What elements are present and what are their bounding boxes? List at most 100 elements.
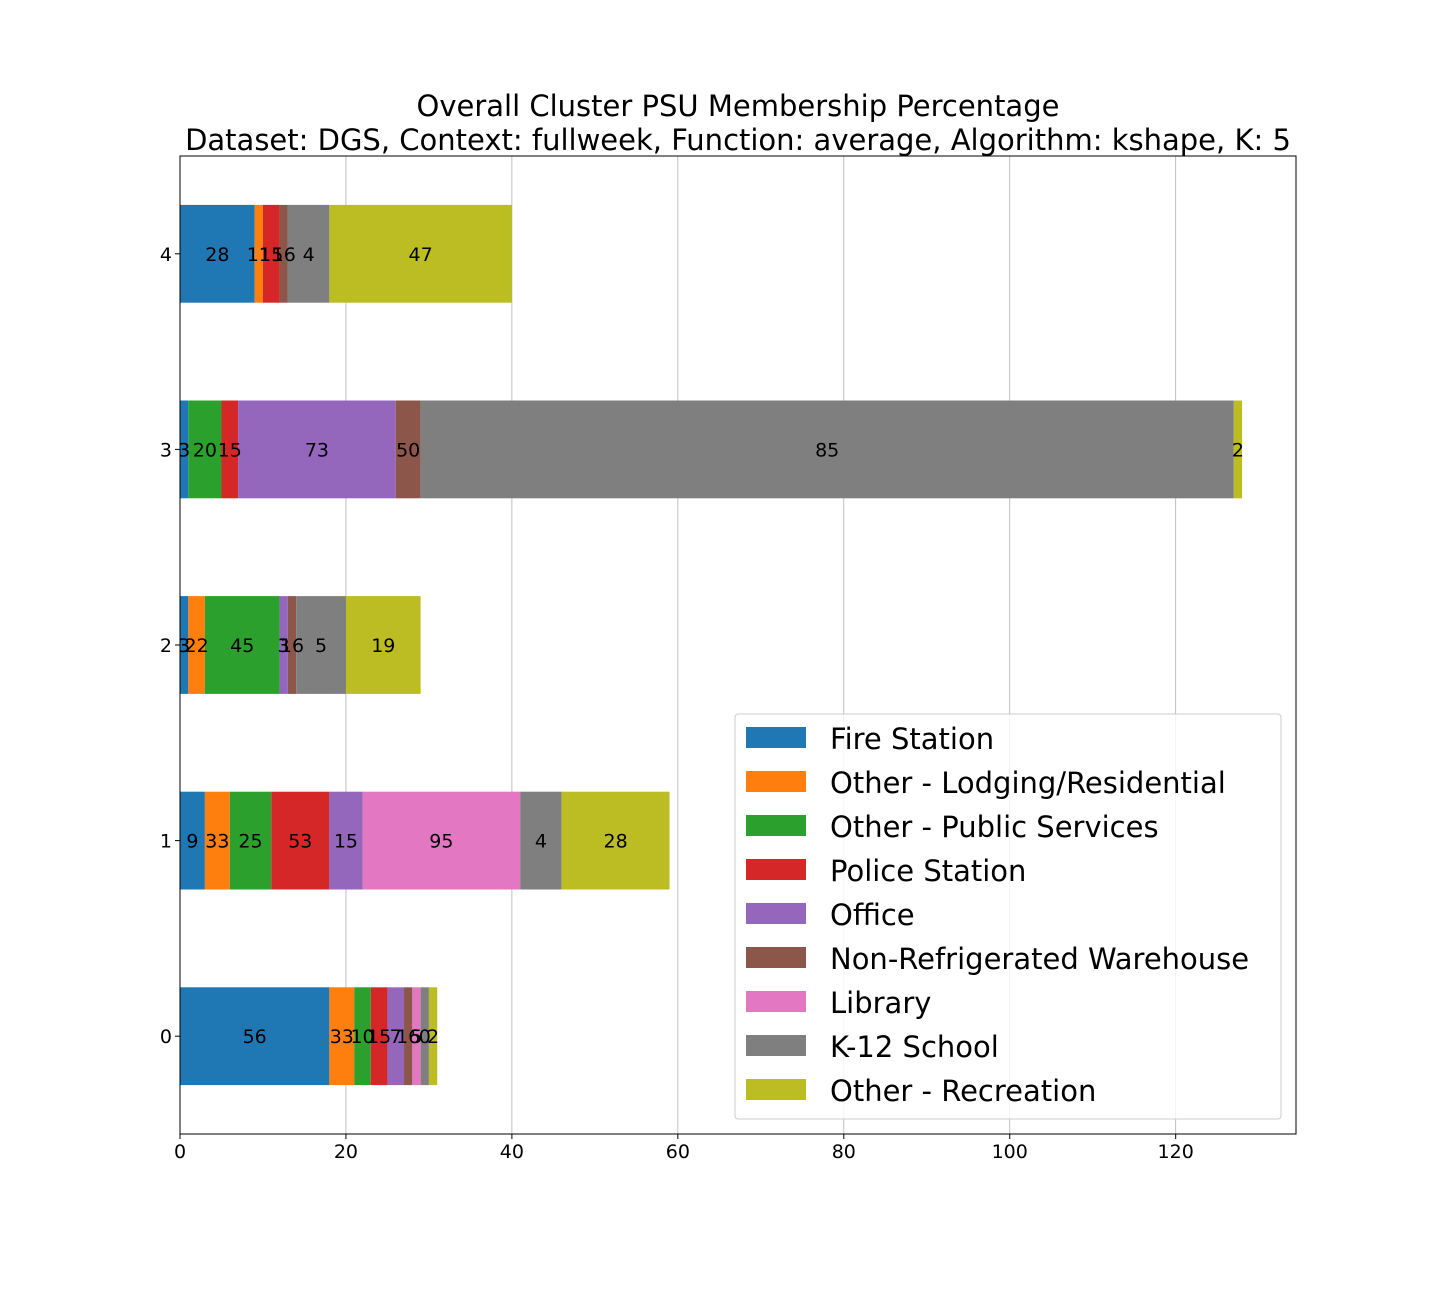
data-label: 15 <box>218 439 242 461</box>
data-label: 15 <box>334 831 358 853</box>
x-tick-label: 20 <box>334 1141 358 1163</box>
data-label: 19 <box>371 635 395 657</box>
data-label: 28 <box>205 244 229 266</box>
bar-segment <box>180 400 189 499</box>
bars-layer <box>180 204 1243 1086</box>
bar-segment <box>362 791 521 890</box>
bar-segment <box>254 204 263 303</box>
legend-swatch <box>746 815 806 836</box>
bar-segment <box>329 791 363 890</box>
data-label: 5 <box>315 635 327 657</box>
data-label: 3 <box>178 439 190 461</box>
bar-segment <box>329 987 355 1086</box>
bar-segment <box>420 400 1234 499</box>
data-label: 16 <box>272 244 296 266</box>
data-label: 5 <box>410 1026 422 1048</box>
data-label: 56 <box>243 1026 267 1048</box>
bar-segment <box>271 791 330 890</box>
legend-swatch <box>746 727 806 748</box>
legend-label: Library <box>830 986 931 1020</box>
legend-swatch <box>746 1035 806 1056</box>
y-tick-label: 1 <box>160 831 172 853</box>
data-label: 73 <box>305 439 329 461</box>
bar-segment <box>354 987 371 1086</box>
bar-segment <box>180 204 255 303</box>
legend-swatch <box>746 1079 806 1100</box>
legend-frame <box>734 713 1282 1120</box>
bar-segment <box>204 791 230 890</box>
data-label: 16 <box>396 1026 420 1048</box>
bar-segment <box>345 596 421 694</box>
bar-segment <box>229 791 272 890</box>
x-tick-label: 40 <box>500 1141 524 1163</box>
legend-swatch <box>746 947 806 968</box>
bar-segment <box>188 596 205 694</box>
data-label: 4 <box>535 831 547 853</box>
data-label: 2 <box>1232 439 1244 461</box>
y-tick-label: 0 <box>160 1026 172 1048</box>
bar-segment <box>238 400 396 499</box>
legend-swatch <box>746 903 806 924</box>
data-label: 47 <box>409 244 433 266</box>
legend-label: Other - Public Services <box>830 810 1159 844</box>
bar-segment <box>412 987 421 1086</box>
chart-subtitle: Dataset: DGS, Context: fullweek, Functio… <box>185 123 1291 157</box>
data-label: 45 <box>230 635 254 657</box>
legend: Fire Station Other - Lodging/Residential O… <box>734 713 1282 1120</box>
data-label: 85 <box>815 439 839 461</box>
data-label: 10 <box>350 1026 374 1048</box>
data-label: 15 <box>367 1026 391 1048</box>
data-label: 3 <box>278 635 290 657</box>
legend-label: Fire Station <box>830 722 994 756</box>
y-tick-label: 2 <box>160 635 172 657</box>
data-label: 33 <box>330 1026 354 1048</box>
data-label: 33 <box>205 831 229 853</box>
data-label: 20 <box>193 439 217 461</box>
data-label: 11 <box>247 244 271 266</box>
legend-label: Police Station <box>830 854 1026 888</box>
bar-segment <box>520 791 562 890</box>
legend-swatch <box>746 771 806 792</box>
bar-segment <box>188 400 222 499</box>
bar-segment <box>329 204 512 303</box>
y-tick-label: 3 <box>160 439 172 461</box>
bar-segment <box>395 400 421 499</box>
bar-segment <box>428 987 438 1086</box>
bar-segment <box>404 987 413 1086</box>
x-tick-label: 60 <box>666 1141 690 1163</box>
data-label: 16 <box>280 635 304 657</box>
bar-segment <box>296 596 346 694</box>
bar-segment <box>180 987 330 1086</box>
data-label: 28 <box>604 831 628 853</box>
grid-layer <box>179 156 1177 1134</box>
bar-segment <box>180 791 205 890</box>
data-label: 50 <box>396 439 420 461</box>
data-label: 0 <box>419 1026 431 1048</box>
bar-segment <box>420 987 429 1086</box>
data-label: 7 <box>390 1026 402 1048</box>
bar-segment <box>279 596 288 694</box>
data-label: 25 <box>238 831 262 853</box>
legend-swatch <box>746 859 806 880</box>
chart-title: Overall Cluster PSU Membership Percentag… <box>417 89 1060 123</box>
x-tick-label: 120 <box>1158 1141 1194 1163</box>
y-tick-label: 4 <box>160 244 172 266</box>
data-label: 9 <box>186 831 198 853</box>
legend-label: Other - Lodging/Residential <box>830 766 1226 800</box>
x-tick-label: 0 <box>174 1141 186 1163</box>
bar-segment <box>180 596 189 694</box>
bar-segment <box>262 204 280 303</box>
data-label: 22 <box>185 635 209 657</box>
data-label: 15 <box>259 244 283 266</box>
bar-segment <box>287 204 330 303</box>
bar-segment <box>561 791 670 890</box>
x-tick-label: 100 <box>992 1141 1028 1163</box>
bar-segment <box>279 204 288 303</box>
data-label: 95 <box>429 831 453 853</box>
bar-segment <box>1233 400 1243 499</box>
bar-segment <box>370 987 388 1086</box>
legend-label: Office <box>830 898 915 932</box>
bar-segment <box>204 596 280 694</box>
